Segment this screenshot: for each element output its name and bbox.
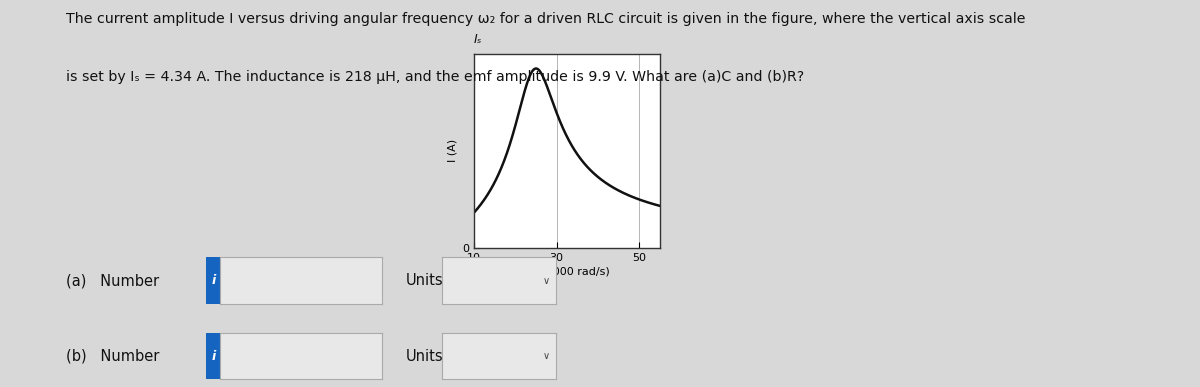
Text: ∨: ∨ — [542, 276, 550, 286]
Text: i: i — [212, 349, 216, 363]
Text: ∨: ∨ — [542, 351, 550, 361]
Text: Units: Units — [406, 349, 443, 363]
X-axis label: ω₂ (1000 rad/s): ω₂ (1000 rad/s) — [524, 267, 610, 277]
Text: The current amplitude I versus driving angular frequency ω₂ for a driven RLC cir: The current amplitude I versus driving a… — [66, 12, 1026, 26]
Y-axis label: I (A): I (A) — [448, 139, 458, 163]
Text: (a)   Number: (a) Number — [66, 273, 160, 288]
Text: Units: Units — [406, 273, 443, 288]
Text: is set by Iₛ = 4.34 A. The inductance is 218 μH, and the emf amplitude is 9.9 V.: is set by Iₛ = 4.34 A. The inductance is… — [66, 70, 804, 84]
Text: i: i — [212, 274, 216, 287]
Text: (b)   Number: (b) Number — [66, 349, 160, 363]
Text: Iₛ: Iₛ — [474, 33, 482, 46]
